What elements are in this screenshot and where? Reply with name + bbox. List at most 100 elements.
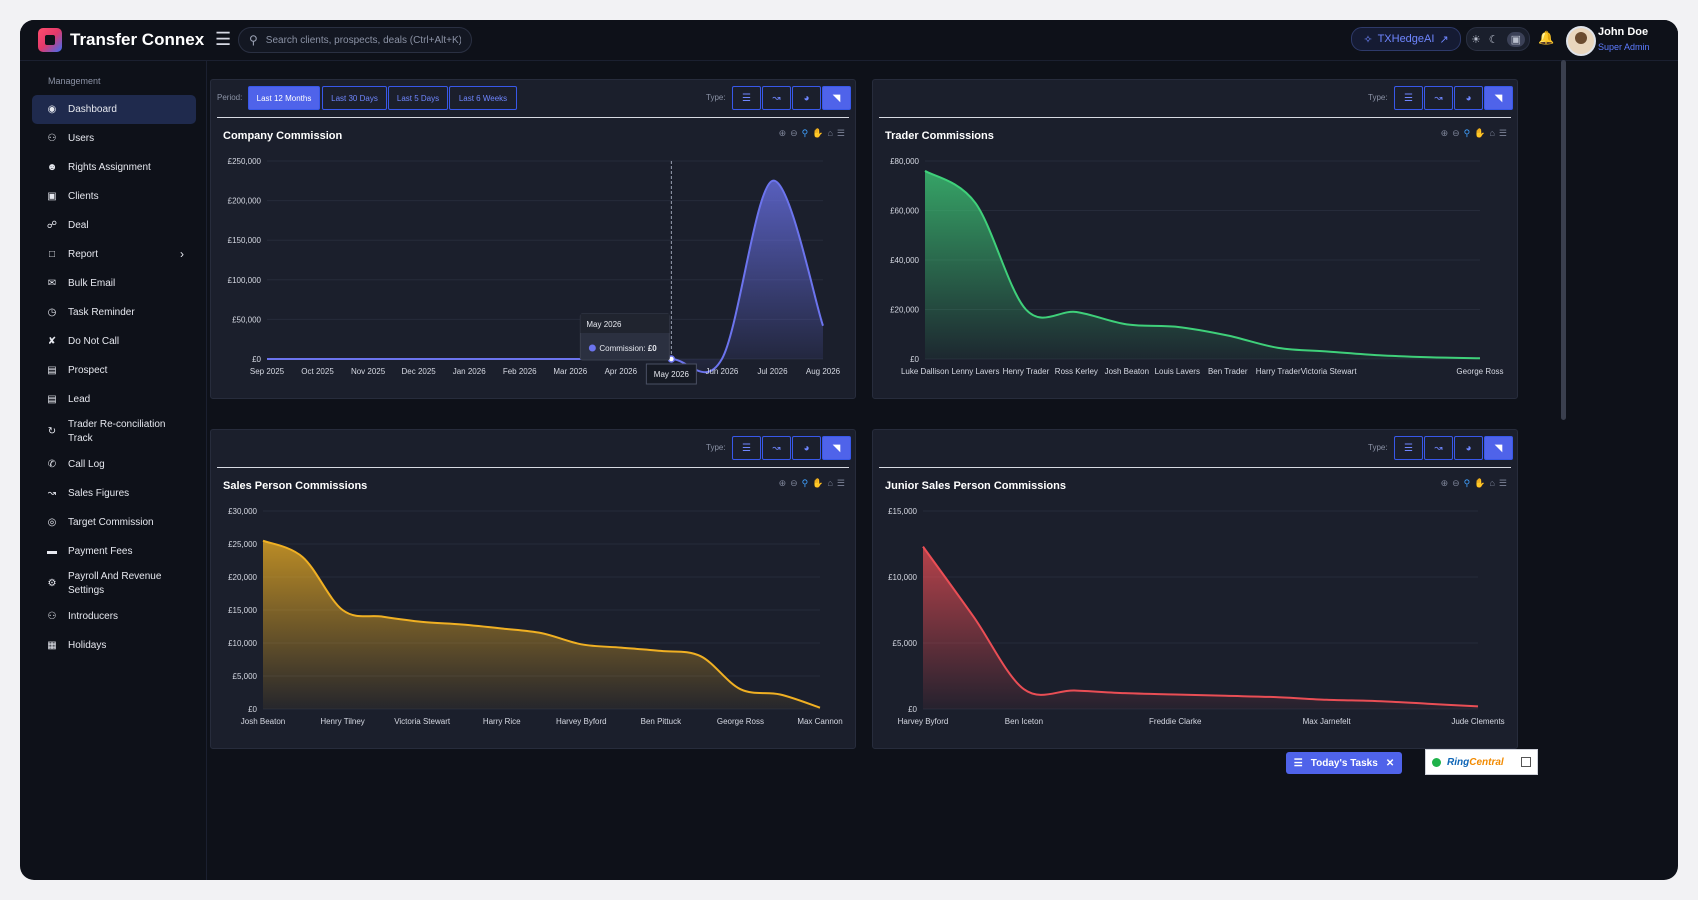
sales-person-commissions-chart[interactable]: £0 £5,000 £10,000 £15,000 £20,000 £25,000 £30,…	[211, 430, 855, 748]
area-chart-icon: ◥	[1494, 92, 1503, 104]
sidebar-item-introducers[interactable]: ⚇ Introducers	[32, 602, 196, 631]
zoom-select-icon[interactable]: ⚲	[1463, 478, 1471, 488]
bar-chart-icon: ☰	[1404, 442, 1413, 454]
pie-chart-icon: ◕	[803, 92, 810, 104]
pan-hand-icon[interactable]: ✋	[812, 128, 824, 138]
sidebar-item-bulk-email[interactable]: ✉ Bulk Email	[32, 269, 196, 298]
trader-commissions-chart[interactable]: £0 £20,000 £40,000 £60,000 £80,000 Luke Dalli…	[873, 80, 1517, 398]
zoom-select-icon[interactable]: ⚲	[1463, 128, 1471, 138]
sidebar-item-dashboard[interactable]: ◉ Dashboard	[32, 95, 196, 124]
user-friends-icon: ⚇	[47, 611, 57, 622]
zoom-out-icon[interactable]: ⊖	[1452, 478, 1460, 488]
period-last-12-months-button[interactable]: Last 12 Months	[248, 86, 320, 110]
pie-chart-type-button[interactable]: ◕	[792, 86, 821, 110]
y-tick-label: £20,000	[890, 306, 919, 315]
period-last-30-days-button[interactable]: Last 30 Days	[322, 86, 387, 110]
sidebar-item-prospect[interactable]: ▤ Prospect	[32, 356, 196, 385]
home-reset-icon[interactable]: ⌂	[1489, 128, 1495, 138]
sidebar-item-call-log[interactable]: ✆ Call Log	[32, 450, 196, 479]
area-chart-icon: ◥	[1494, 442, 1503, 454]
home-reset-icon[interactable]: ⌂	[827, 478, 833, 488]
company-commission-chart[interactable]: £0 £50,000 £100,000 £150,000 £200,000 £250,00…	[211, 80, 855, 398]
area-chart-type-button[interactable]: ◥	[1484, 86, 1513, 110]
sidebar-item-clients[interactable]: ▣ Clients	[32, 182, 196, 211]
period-last-5-days-button[interactable]: Last 5 Days	[388, 86, 448, 110]
pie-chart-type-button[interactable]: ◕	[792, 436, 821, 460]
y-tick-label: £0	[908, 705, 917, 714]
series-line[interactable]	[262, 539, 821, 709]
sidebar-item-holidays[interactable]: ▦ Holidays	[32, 631, 196, 660]
zoom-select-icon[interactable]: ⚲	[801, 478, 809, 488]
area-chart-type-button[interactable]: ◥	[822, 436, 851, 460]
sidebar-item-task-reminder[interactable]: ◷ Task Reminder	[32, 298, 196, 327]
bell-icon[interactable]: 🔔	[1538, 30, 1555, 45]
x-tick-label: Mar 2026	[553, 367, 587, 376]
todays-tasks-button[interactable]: ☰ Today's Tasks ✕	[1286, 752, 1402, 774]
line-chart-type-button[interactable]: ↝	[762, 86, 791, 110]
bar-chart-type-button[interactable]: ☰	[1394, 436, 1423, 460]
line-chart-type-button[interactable]: ↝	[762, 436, 791, 460]
sidebar-item-target-commission[interactable]: ◎ Target Commission	[32, 508, 196, 537]
period-label: Period:	[217, 93, 243, 102]
ringcentral-widget[interactable]: RingCentral	[1425, 749, 1538, 775]
sidebar-item-report[interactable]: □ Report ›	[32, 240, 196, 269]
bar-chart-type-button[interactable]: ☰	[732, 436, 761, 460]
user-name[interactable]: John Doe	[1598, 26, 1649, 38]
home-reset-icon[interactable]: ⌂	[1489, 478, 1495, 488]
search-box[interactable]: ⚲	[238, 27, 472, 53]
sidebar-item-do-not-call[interactable]: ✘ Do Not Call	[32, 327, 196, 356]
maximize-icon[interactable]	[1521, 757, 1531, 767]
zoom-in-icon[interactable]: ⊕	[1440, 478, 1449, 488]
sidebar-item-users[interactable]: ⚇ Users	[32, 124, 196, 153]
sidebar-item-lead[interactable]: ▤ Lead	[32, 385, 196, 414]
pan-hand-icon[interactable]: ✋	[812, 478, 824, 488]
pan-hand-icon[interactable]: ✋	[1474, 478, 1486, 488]
home-reset-icon[interactable]: ⌂	[827, 128, 833, 138]
txhedgeai-button[interactable]: ✧ TXHedgeAI ↗	[1351, 27, 1461, 51]
sun-icon[interactable]: ☀	[1470, 33, 1481, 46]
zoom-select-icon[interactable]: ⚲	[801, 128, 809, 138]
sidebar-item-payment-fees[interactable]: ▬ Payment Fees	[32, 537, 196, 566]
zoom-out-icon[interactable]: ⊖	[1452, 128, 1460, 138]
close-icon[interactable]: ✕	[1385, 757, 1395, 769]
zoom-in-icon[interactable]: ⊕	[1440, 128, 1449, 138]
moon-icon[interactable]: ☾	[1488, 33, 1499, 46]
sidebar-item-payroll-settings[interactable]: ⚙ Payroll And Revenue Settings	[32, 566, 196, 602]
sidebar-item-rights-assignment[interactable]: ☻ Rights Assignment	[32, 153, 196, 182]
zoom-out-icon[interactable]: ⊖	[790, 478, 798, 488]
search-icon: ⚲	[249, 33, 258, 47]
pie-chart-type-button[interactable]: ◕	[1454, 86, 1483, 110]
avatar[interactable]	[1566, 26, 1596, 56]
area-chart-type-button[interactable]: ◥	[1484, 436, 1513, 460]
zoom-in-icon[interactable]: ⊕	[778, 128, 787, 138]
hamburger-menu-icon[interactable]: ☰	[215, 29, 232, 49]
chart-title: Trader Commissions	[885, 130, 994, 142]
series-line[interactable]	[924, 170, 1481, 360]
pie-chart-type-button[interactable]: ◕	[1454, 436, 1483, 460]
menu-icon[interactable]: ☰	[1498, 478, 1507, 488]
line-chart-type-button[interactable]: ↝	[1424, 86, 1453, 110]
area-chart-type-button[interactable]: ◥	[822, 86, 851, 110]
sidebar-item-sales-figures[interactable]: ↝ Sales Figures	[32, 479, 196, 508]
brand[interactable]: Transfer Connex	[38, 28, 204, 52]
bar-chart-type-button[interactable]: ☰	[732, 86, 761, 110]
series-line[interactable]	[267, 179, 824, 374]
series-line[interactable]	[922, 546, 1479, 708]
junior-sales-commissions-chart[interactable]: £0 £5,000 £10,000 £15,000 Harvey Byford Ben I…	[873, 430, 1517, 748]
sidebar-item-trader-reconciliation[interactable]: ↻ Trader Re-conciliation Track	[32, 414, 196, 450]
menu-icon[interactable]: ☰	[836, 478, 845, 488]
line-chart-type-button[interactable]: ↝	[1424, 436, 1453, 460]
search-input[interactable]	[263, 33, 463, 47]
menu-icon[interactable]: ☰	[836, 128, 845, 138]
chart-title: Company Commission	[223, 130, 343, 142]
zoom-in-icon[interactable]: ⊕	[778, 478, 787, 488]
sidebar-item-deal[interactable]: ☍ Deal	[32, 211, 196, 240]
menu-icon[interactable]: ☰	[1498, 128, 1507, 138]
bar-chart-type-button[interactable]: ☰	[1394, 86, 1423, 110]
zoom-out-icon[interactable]: ⊖	[790, 128, 798, 138]
page-scrollbar[interactable]	[1561, 60, 1566, 420]
period-last-6-weeks-button[interactable]: Last 6 Weeks	[449, 86, 517, 110]
pan-hand-icon[interactable]: ✋	[1474, 128, 1486, 138]
type-label: Type:	[1368, 93, 1388, 102]
monitor-icon[interactable]: ▣	[1506, 31, 1525, 47]
